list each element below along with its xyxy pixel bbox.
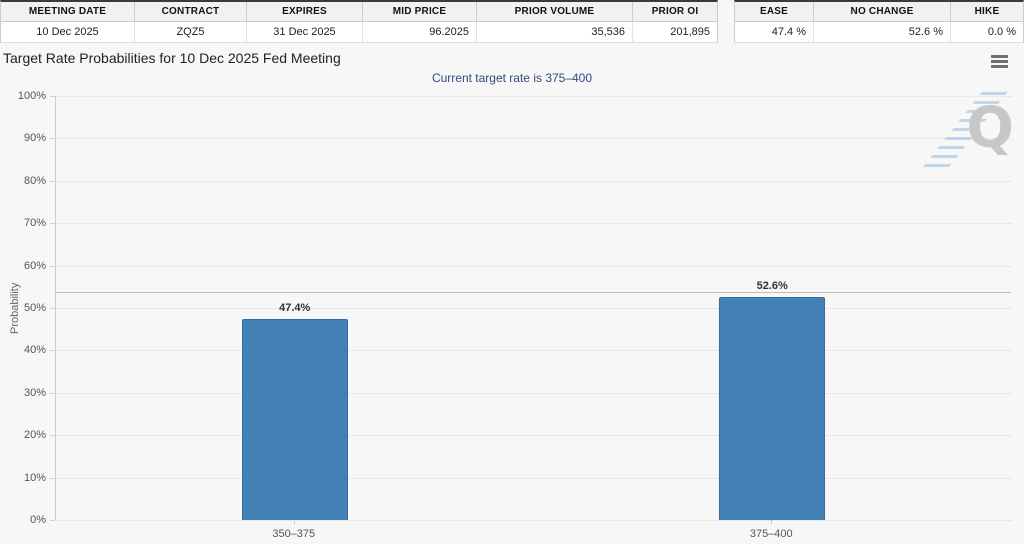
x-axis-tick xyxy=(771,520,773,524)
contract-value-cell: 10 Dec 2025 xyxy=(1,22,135,42)
bar-350-375[interactable] xyxy=(241,319,348,520)
y-axis-tick-label: 90% xyxy=(23,132,46,145)
y-gridline xyxy=(56,180,1011,182)
y-axis-tick-label: 0% xyxy=(30,514,46,526)
probability-value-cell: 0.0 % xyxy=(951,22,1023,42)
y-gridline xyxy=(56,392,1011,394)
x-category-label: 375–400 xyxy=(749,528,793,540)
y-axis-tick-label: 40% xyxy=(23,344,46,357)
y-axis-tick-label: 60% xyxy=(23,259,46,272)
y-gridline xyxy=(56,435,1011,437)
plot-area: 47.4% 52.6% xyxy=(55,96,1011,521)
y-gridline xyxy=(56,350,1011,352)
y-axis-tick-label: 30% xyxy=(23,386,46,399)
bar-value-label: 52.6% xyxy=(756,279,788,292)
y-axis-tick xyxy=(50,265,55,267)
x-category-label: 350–375 xyxy=(272,528,316,540)
contract-header-cell: MID PRICE xyxy=(363,2,477,22)
y-axis-tick xyxy=(50,350,55,352)
y-axis-tick-label: 10% xyxy=(23,471,46,484)
y-gridline xyxy=(56,96,1011,97)
contract-header-cell: PRIOR OI xyxy=(633,2,717,22)
y-gridline xyxy=(56,138,1011,140)
y-axis-tick-label: 50% xyxy=(23,302,46,314)
y-gridline xyxy=(56,265,1011,267)
x-axis-tick xyxy=(293,520,295,524)
y-axis-tick-label: 100% xyxy=(17,90,46,102)
contract-value-cell: 96.2025 xyxy=(363,22,477,42)
contract-value-cell: 35,536 xyxy=(477,22,633,42)
target-rate-chart: Target Rate Probabilities for 10 Dec 202… xyxy=(0,44,1024,544)
probability-header-cell: HIKE xyxy=(951,2,1023,22)
y-axis-tick xyxy=(50,223,55,225)
bar-375-400[interactable] xyxy=(719,296,826,520)
y-axis-tick xyxy=(50,138,55,140)
y-gridline xyxy=(56,477,1011,479)
y-axis-tick-label: 20% xyxy=(23,429,46,442)
y-axis-tick xyxy=(50,520,55,521)
y-axis-tick xyxy=(50,435,55,437)
contract-info-table: MEETING DATE CONTRACT EXPIRES MID PRICE PRIO… xyxy=(0,0,718,43)
probability-summary-table: EASE NO CHANGE HIKE 47.4 % 52.6 % 0.0 % xyxy=(734,0,1024,43)
y-axis-tick xyxy=(50,180,55,182)
probability-header-cell: EASE xyxy=(735,2,814,22)
y-axis-tick xyxy=(50,392,55,394)
hamburger-icon xyxy=(991,55,1009,68)
y-axis-tick xyxy=(50,477,55,479)
y-axis-tick xyxy=(50,308,55,309)
contract-value-cell: 31 Dec 2025 xyxy=(247,22,363,42)
contract-value-cell: 201,895 xyxy=(633,22,717,42)
y-gridline xyxy=(56,223,1011,225)
quikstrike-watermark: Q xyxy=(922,92,1014,168)
bar-value-label: 47.4% xyxy=(279,302,311,315)
y-axis-tick-label: 70% xyxy=(23,217,46,230)
probability-header-cell: NO CHANGE xyxy=(814,2,951,22)
watermark-q-letter: Q xyxy=(966,96,1014,161)
y-axis-tick-label: 80% xyxy=(23,174,46,187)
chart-subtitle: Current target rate is 375–400 xyxy=(431,71,593,85)
reference-line xyxy=(56,291,1011,293)
contract-header-cell: CONTRACT xyxy=(135,2,247,22)
probability-value-cell: 47.4 % xyxy=(735,22,814,42)
contract-value-cell: ZQZ5 xyxy=(135,22,247,42)
contract-header-cell: EXPIRES xyxy=(247,2,363,22)
chart-context-menu-button[interactable] xyxy=(987,50,1013,72)
contract-header-cell: MEETING DATE xyxy=(1,2,135,22)
probability-value-cell: 52.6 % xyxy=(814,22,951,42)
chart-title: Target Rate Probabilities for 10 Dec 202… xyxy=(3,50,341,66)
contract-header-cell: PRIOR VOLUME xyxy=(477,2,633,22)
y-gridline xyxy=(56,520,1011,521)
y-gridline xyxy=(56,308,1011,309)
y-axis-tick xyxy=(50,96,55,97)
